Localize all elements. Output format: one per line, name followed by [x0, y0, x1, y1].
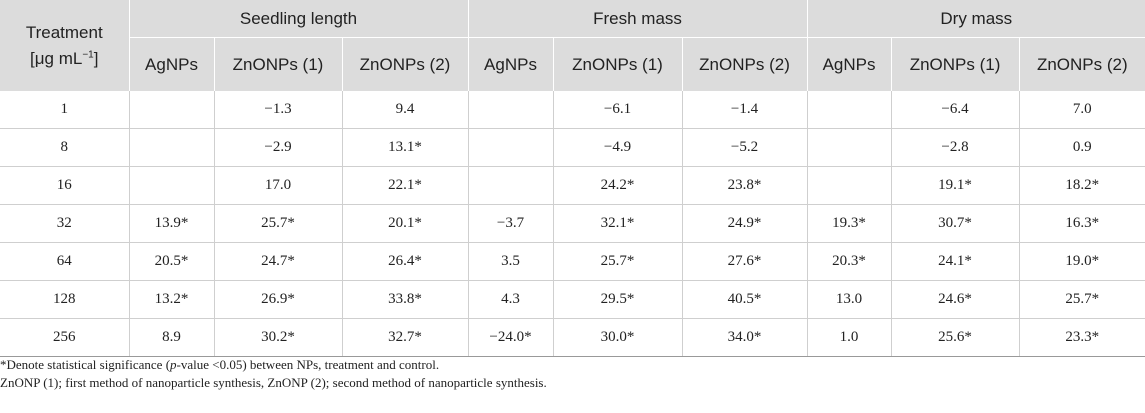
value-cell: 7.0: [1018, 91, 1145, 129]
value-cell: −6.1: [552, 91, 682, 129]
subheader-seedling-znonps-1: ZnONPs (1): [213, 37, 342, 91]
value-cell: 30.2*: [213, 318, 342, 357]
value-cell: 24.9*: [681, 204, 808, 243]
value-cell: 30.0*: [552, 318, 682, 357]
footnote-significance: *Denote statistical significance (p-valu…: [0, 357, 440, 372]
value-cell: [467, 91, 553, 129]
value-cell: [806, 91, 892, 129]
group-header-fresh-mass: Fresh mass: [467, 0, 808, 38]
table-row: 8 −2.9 13.1* −4.9 −5.2 −2.8 0.9: [0, 128, 1145, 167]
table-row: 256 8.9 30.2* 32.7* −24.0* 30.0* 34.0* 1.0 25.6*…: [0, 318, 1145, 357]
value-cell: 26.4*: [341, 242, 468, 281]
subheader-seedling-agnps: AgNPs: [128, 37, 214, 91]
subheader-dry-znonps-2: ZnONPs (2): [1018, 37, 1145, 91]
value-cell: 16.3*: [1018, 204, 1145, 243]
value-cell: 19.3*: [806, 204, 892, 243]
value-cell: 0.9: [1018, 128, 1145, 167]
value-cell: 4.3: [467, 280, 553, 319]
value-cell: 9.4: [341, 91, 468, 129]
value-cell: 8.9: [128, 318, 214, 357]
value-cell: [128, 91, 214, 129]
value-cell: −1.3: [213, 91, 342, 129]
value-cell: [467, 128, 553, 167]
footnotes: *Denote statistical significance (p-valu…: [0, 356, 547, 392]
table-row: 64 20.5* 24.7* 26.4* 3.5 25.7* 27.6* 20.3* 24.1*…: [0, 242, 1145, 281]
value-cell: 20.5*: [128, 242, 214, 281]
value-cell: 20.3*: [806, 242, 892, 281]
value-cell: 25.7*: [213, 204, 342, 243]
value-cell: 19.1*: [890, 166, 1020, 205]
table-row: 32 13.9* 25.7* 20.1* −3.7 32.1* 24.9* 19.3* 30.7…: [0, 204, 1145, 243]
value-cell: 19.0*: [1018, 242, 1145, 281]
value-cell: 34.0*: [681, 318, 808, 357]
treatment-cell: 1: [0, 91, 129, 129]
subheader-seedling-znonps-2: ZnONPs (2): [341, 37, 468, 91]
value-cell: 13.0: [806, 280, 892, 319]
value-cell: −2.9: [213, 128, 342, 167]
value-cell: −3.7: [467, 204, 553, 243]
value-cell: 29.5*: [552, 280, 682, 319]
value-cell: 40.5*: [681, 280, 808, 319]
table-row: 16 17.0 22.1* 24.2* 23.8* 19.1* 18.2*: [0, 166, 1145, 205]
value-cell: 24.1*: [890, 242, 1020, 281]
value-cell: −5.2: [681, 128, 808, 167]
value-cell: 24.2*: [552, 166, 682, 205]
value-cell: 18.2*: [1018, 166, 1145, 205]
value-cell: −24.0*: [467, 318, 553, 357]
value-cell: 17.0: [213, 166, 342, 205]
value-cell: 20.1*: [341, 204, 468, 243]
value-cell: 25.6*: [890, 318, 1020, 357]
table-row: 128 13.2* 26.9* 33.8* 4.3 29.5* 40.5* 13.0 24.6*…: [0, 280, 1145, 319]
footnote-methods: ZnONP (1); first method of nanoparticle …: [0, 375, 547, 390]
value-cell: −2.8: [890, 128, 1020, 167]
table-body: 1 −1.3 9.4 −6.1 −1.4 −6.4 7.0 8 −2.9 13.1* −4.9 −5.…: [0, 91, 1145, 357]
subheader-fresh-znonps-2: ZnONPs (2): [681, 37, 808, 91]
value-cell: 30.7*: [890, 204, 1020, 243]
value-cell: 1.0: [806, 318, 892, 357]
value-cell: 3.5: [467, 242, 553, 281]
value-cell: 13.2*: [128, 280, 214, 319]
treatment-cell: 256: [0, 318, 129, 357]
value-cell: −1.4: [681, 91, 808, 129]
value-cell: 23.3*: [1018, 318, 1145, 357]
subheader-dry-agnps: AgNPs: [806, 37, 892, 91]
value-cell: [128, 166, 214, 205]
treatment-cell: 16: [0, 166, 129, 205]
value-cell: [806, 128, 892, 167]
treatment-cell: 32: [0, 204, 129, 243]
value-cell: 33.8*: [341, 280, 468, 319]
treatment-unit: [μg mL−1]: [30, 49, 99, 69]
value-cell: 23.8*: [681, 166, 808, 205]
value-cell: 32.1*: [552, 204, 682, 243]
value-cell: 13.9*: [128, 204, 214, 243]
group-header-dry-mass: Dry mass: [806, 0, 1145, 38]
value-cell: 25.7*: [552, 242, 682, 281]
treatment-label: Treatment: [25, 22, 103, 42]
value-cell: [467, 166, 553, 205]
value-cell: [806, 166, 892, 205]
treatment-cell: 64: [0, 242, 129, 281]
value-cell: 25.7*: [1018, 280, 1145, 319]
value-cell: 26.9*: [213, 280, 342, 319]
results-table: Treatment [μg mL−1] Seedling length Fres…: [0, 0, 1145, 357]
value-cell: 27.6*: [681, 242, 808, 281]
treatment-cell: 8: [0, 128, 129, 167]
group-header-seedling-length: Seedling length: [128, 0, 468, 38]
value-cell: 24.7*: [213, 242, 342, 281]
value-cell: [128, 128, 214, 167]
treatment-header: Treatment [μg mL−1]: [0, 0, 129, 91]
subheader-fresh-znonps-1: ZnONPs (1): [552, 37, 682, 91]
table-row: 1 −1.3 9.4 −6.1 −1.4 −6.4 7.0: [0, 91, 1145, 129]
treatment-cell: 128: [0, 280, 129, 319]
value-cell: −4.9: [552, 128, 682, 167]
value-cell: 22.1*: [341, 166, 468, 205]
value-cell: 24.6*: [890, 280, 1020, 319]
subheader-fresh-agnps: AgNPs: [467, 37, 553, 91]
value-cell: −6.4: [890, 91, 1020, 129]
value-cell: 13.1*: [341, 128, 468, 167]
value-cell: 32.7*: [341, 318, 468, 357]
subheader-dry-znonps-1: ZnONPs (1): [890, 37, 1020, 91]
